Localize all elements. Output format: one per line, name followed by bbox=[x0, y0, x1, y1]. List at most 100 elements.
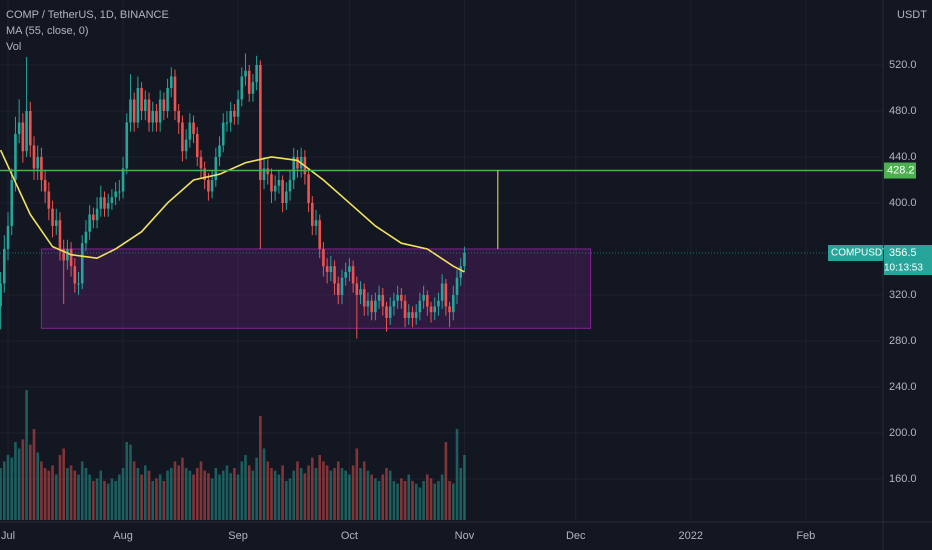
candle-body bbox=[0, 283, 2, 307]
candle-body bbox=[121, 168, 125, 192]
candle-body bbox=[28, 110, 32, 146]
candle-body bbox=[21, 122, 25, 152]
candle-body bbox=[6, 225, 10, 249]
volume-bar bbox=[285, 481, 288, 520]
candle-body bbox=[58, 220, 62, 249]
candle-body bbox=[110, 197, 114, 203]
volume-bar bbox=[374, 478, 377, 520]
volume-bar bbox=[440, 474, 444, 520]
volume-bar bbox=[14, 442, 17, 520]
candle-body bbox=[14, 133, 17, 180]
volume-bar bbox=[21, 439, 25, 520]
volume-bar bbox=[210, 478, 214, 520]
volume-bar bbox=[292, 470, 296, 520]
x-tick-label: Dec bbox=[566, 530, 586, 542]
candle-body bbox=[314, 220, 318, 226]
volume-bar bbox=[192, 474, 195, 520]
volume-bar bbox=[299, 468, 303, 520]
candle-body bbox=[106, 202, 110, 209]
volume-bar bbox=[73, 470, 77, 520]
volume-bar bbox=[6, 455, 10, 520]
volume-bar bbox=[437, 481, 440, 520]
volume-bar bbox=[125, 442, 129, 520]
candle-body bbox=[95, 208, 99, 221]
candle-body bbox=[10, 179, 14, 226]
volume-bar bbox=[158, 474, 162, 520]
candle-body bbox=[66, 248, 69, 261]
candle-body bbox=[259, 64, 262, 180]
candle-body bbox=[310, 202, 314, 226]
volume-bar bbox=[54, 474, 58, 520]
indicator-label: MA (55, close, 0) bbox=[6, 25, 89, 37]
volume-bar bbox=[455, 429, 459, 520]
volume-bar bbox=[36, 452, 39, 520]
candle-body bbox=[288, 179, 292, 192]
candle-body bbox=[459, 266, 463, 278]
volume-bar bbox=[140, 474, 143, 520]
volume-bar bbox=[203, 470, 206, 520]
x-tick-label: Feb bbox=[796, 530, 815, 542]
candle-body bbox=[452, 294, 455, 313]
volume-bar bbox=[422, 481, 425, 520]
candle-body bbox=[129, 99, 132, 123]
candle-body bbox=[329, 266, 333, 272]
volume-bar bbox=[377, 481, 381, 520]
candle-body bbox=[292, 156, 296, 180]
candle-body bbox=[51, 208, 54, 226]
volume-bar bbox=[247, 465, 251, 520]
volume-bar bbox=[214, 468, 218, 520]
volume-bar bbox=[429, 478, 433, 520]
x-tick-label: Sep bbox=[228, 530, 248, 542]
volume-bar bbox=[329, 470, 333, 520]
volume-bar bbox=[322, 461, 325, 520]
volume-bar bbox=[188, 470, 192, 520]
candle-body bbox=[270, 174, 273, 192]
candle-body bbox=[43, 179, 47, 192]
volume-bar bbox=[195, 468, 199, 520]
candle-body bbox=[348, 266, 351, 272]
volume-bar bbox=[333, 468, 336, 520]
candle-body bbox=[388, 306, 392, 318]
candle-body bbox=[370, 300, 373, 313]
volume-bar bbox=[244, 455, 247, 520]
volume-bar bbox=[288, 478, 292, 520]
candle-body bbox=[426, 294, 429, 307]
volume-bar bbox=[66, 468, 69, 520]
volume-bar bbox=[110, 478, 114, 520]
volume-bar bbox=[103, 481, 106, 520]
volume-bar bbox=[355, 448, 359, 520]
candle-body bbox=[184, 139, 188, 152]
candle-body bbox=[225, 122, 229, 124]
volume-bar bbox=[173, 461, 177, 520]
candle-body bbox=[88, 214, 91, 232]
zone bbox=[40, 248, 592, 329]
candle-body bbox=[414, 312, 418, 318]
candle-body bbox=[273, 185, 277, 192]
candle-body bbox=[336, 283, 340, 295]
volume-bar bbox=[80, 461, 84, 520]
symbol-badge bbox=[828, 244, 883, 261]
candle-body bbox=[73, 266, 77, 284]
volume-bar bbox=[132, 461, 136, 520]
candle-body bbox=[118, 191, 121, 193]
candle-body bbox=[151, 110, 155, 123]
volume-bar bbox=[17, 448, 21, 520]
candle-body bbox=[169, 76, 173, 88]
candle-body bbox=[136, 87, 140, 123]
candle-body bbox=[3, 248, 6, 284]
candle-body bbox=[266, 168, 270, 175]
candle-body bbox=[407, 312, 411, 318]
candle-body bbox=[147, 99, 151, 123]
candle-body bbox=[181, 122, 184, 152]
volume-bar bbox=[340, 468, 344, 520]
countdown-label: 10:13:53 bbox=[884, 263, 923, 274]
candle-body bbox=[47, 191, 51, 209]
axes: 160.0 200.0 240.0 280.0 320.0 400.0 440.0 480.0… bbox=[1, 59, 932, 542]
volume-bar bbox=[144, 465, 147, 520]
volume-bar bbox=[444, 442, 448, 520]
candle-body bbox=[455, 277, 459, 295]
candle-body bbox=[374, 300, 377, 313]
candle-body bbox=[236, 99, 240, 117]
ma-line bbox=[0, 149, 465, 273]
